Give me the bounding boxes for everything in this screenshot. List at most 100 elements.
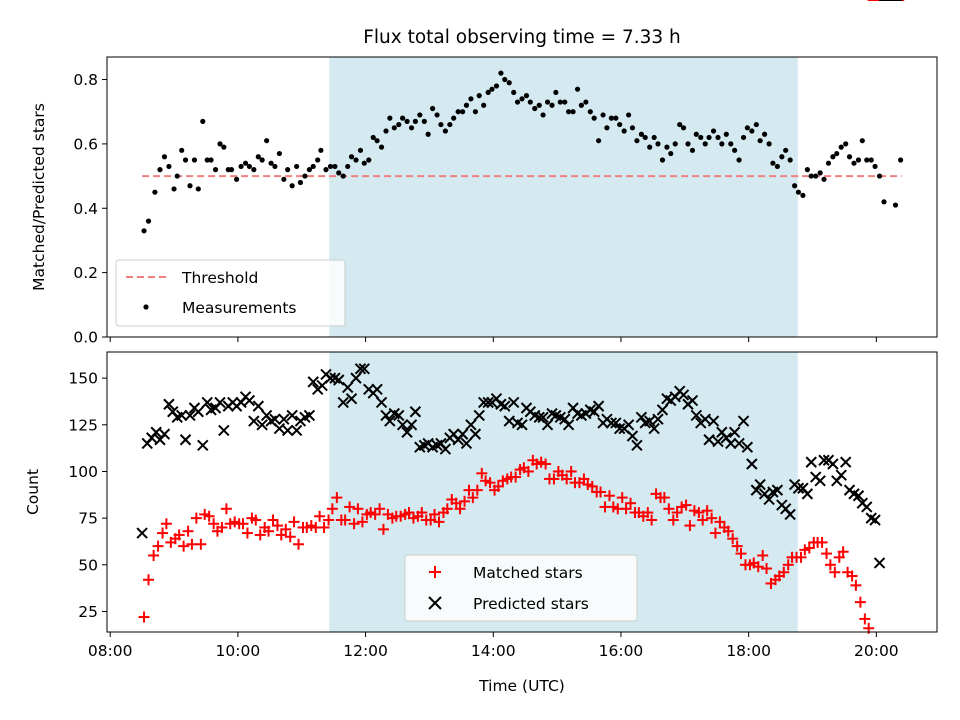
predicted-star-point <box>175 409 188 422</box>
measurement-point <box>604 125 610 131</box>
bottom-x-axis: 08:00 10:00 12:00 14:00 16:00 18:00 20:00 <box>88 632 899 660</box>
matched-star-point <box>595 486 607 498</box>
predicted-star-point <box>805 456 817 468</box>
predicted-star-point <box>507 396 520 409</box>
predicted-star-point <box>499 400 511 412</box>
matched-star-point <box>837 546 849 558</box>
measurement-point <box>898 157 904 163</box>
measurement-point <box>187 183 193 189</box>
matched-star-point <box>824 559 836 571</box>
predicted-star-point <box>686 394 699 407</box>
x-tick-label: 10:00 <box>216 642 261 660</box>
matched-star-point <box>323 514 335 526</box>
predicted-star-point <box>690 409 703 422</box>
matched-star-point <box>625 497 637 509</box>
measurement-point <box>740 134 747 141</box>
measurement-point <box>519 96 525 102</box>
matched-star-point <box>642 507 654 519</box>
predicted-star-point <box>409 406 422 418</box>
matched-star-point <box>565 465 577 477</box>
predicted-star-point <box>516 419 528 431</box>
matched-star-point <box>157 527 169 539</box>
predicted-star-point <box>243 394 256 407</box>
matched-star-point <box>714 516 726 528</box>
matched-star-point <box>237 518 249 530</box>
measurement-point <box>728 141 734 147</box>
matched-star-point <box>735 548 747 560</box>
measurement-point <box>361 160 367 166</box>
measurement-point <box>855 157 862 163</box>
legend-matched-label: Matched stars <box>473 564 583 582</box>
matched-star-point <box>208 518 220 530</box>
measurement-point <box>813 173 819 179</box>
y-tick-label: 125 <box>68 416 98 434</box>
matched-star-point <box>484 477 496 489</box>
predicted-star-point <box>248 415 260 427</box>
matched-star-point <box>586 480 598 492</box>
measurement-point <box>821 176 827 182</box>
predicted-star-point <box>401 426 413 438</box>
predicted-star-point <box>562 419 575 431</box>
y-tick-label: 50 <box>78 556 98 574</box>
y-tick-label: 0.0 <box>73 329 98 347</box>
measurement-point <box>345 163 351 170</box>
matched-star-point <box>727 533 739 545</box>
predicted-star-point <box>635 411 648 424</box>
measurement-point <box>208 157 214 163</box>
measurement-point <box>859 138 865 144</box>
matched-star-point <box>722 525 734 537</box>
matched-star-point <box>476 467 488 479</box>
measurement-point <box>710 128 717 134</box>
predicted-star-point <box>741 441 754 453</box>
predicted-star-point <box>656 404 669 416</box>
measurement-point <box>396 121 402 128</box>
measurement-point <box>383 128 389 134</box>
matched-star-point <box>254 529 266 541</box>
matched-star-point <box>152 540 164 552</box>
predicted-star-point <box>341 381 354 394</box>
predicted-star-point <box>703 434 715 446</box>
predicted-stars-layer <box>136 0 902 569</box>
measurement-point <box>498 70 504 76</box>
matched-star-point <box>603 490 615 502</box>
matched-star-point <box>795 551 807 563</box>
predicted-star-point <box>384 415 396 427</box>
matched-star-point <box>561 473 573 485</box>
measurement-point <box>629 125 636 131</box>
matched-star-point <box>267 514 279 526</box>
matched-star-point <box>314 510 326 522</box>
chart-title: Flux total observing time = 7.33 h <box>363 27 681 48</box>
measurement-point <box>157 167 163 173</box>
matched-star-point <box>148 549 160 561</box>
matched-star-point <box>250 514 262 526</box>
measurement-point <box>268 160 274 166</box>
predicted-star-point <box>643 415 656 427</box>
top-y-axis: 0.0 0.2 0.4 0.6 0.8 <box>73 71 107 347</box>
measurement-point <box>591 115 597 121</box>
matched-star-point <box>693 507 705 519</box>
measurement-point <box>647 144 653 150</box>
measurement-point <box>357 147 364 153</box>
predicted-star-point <box>333 374 345 386</box>
x-tick-label: 14:00 <box>471 642 516 660</box>
x-axis-label: Time (UTC) <box>478 677 565 695</box>
measurement-point <box>698 134 704 141</box>
matched-star-point <box>578 473 590 485</box>
predicted-star-point <box>460 437 473 450</box>
matched-star-point <box>369 508 381 520</box>
measurement-point <box>493 83 500 89</box>
predicted-star-point <box>839 456 852 468</box>
measurement-point <box>638 131 644 137</box>
x-tick-label: 16:00 <box>599 642 644 660</box>
measurement-point <box>608 115 614 121</box>
measurement-point <box>472 109 478 115</box>
measurement-point <box>736 157 742 163</box>
measurement-point <box>238 163 244 170</box>
predicted-star-point <box>269 413 281 425</box>
matched-star-point <box>467 492 479 504</box>
predicted-star-point <box>396 419 409 431</box>
matched-star-point <box>778 566 790 578</box>
measurement-point <box>600 112 606 118</box>
measurement-point <box>613 115 619 121</box>
measurement-point <box>387 115 393 121</box>
